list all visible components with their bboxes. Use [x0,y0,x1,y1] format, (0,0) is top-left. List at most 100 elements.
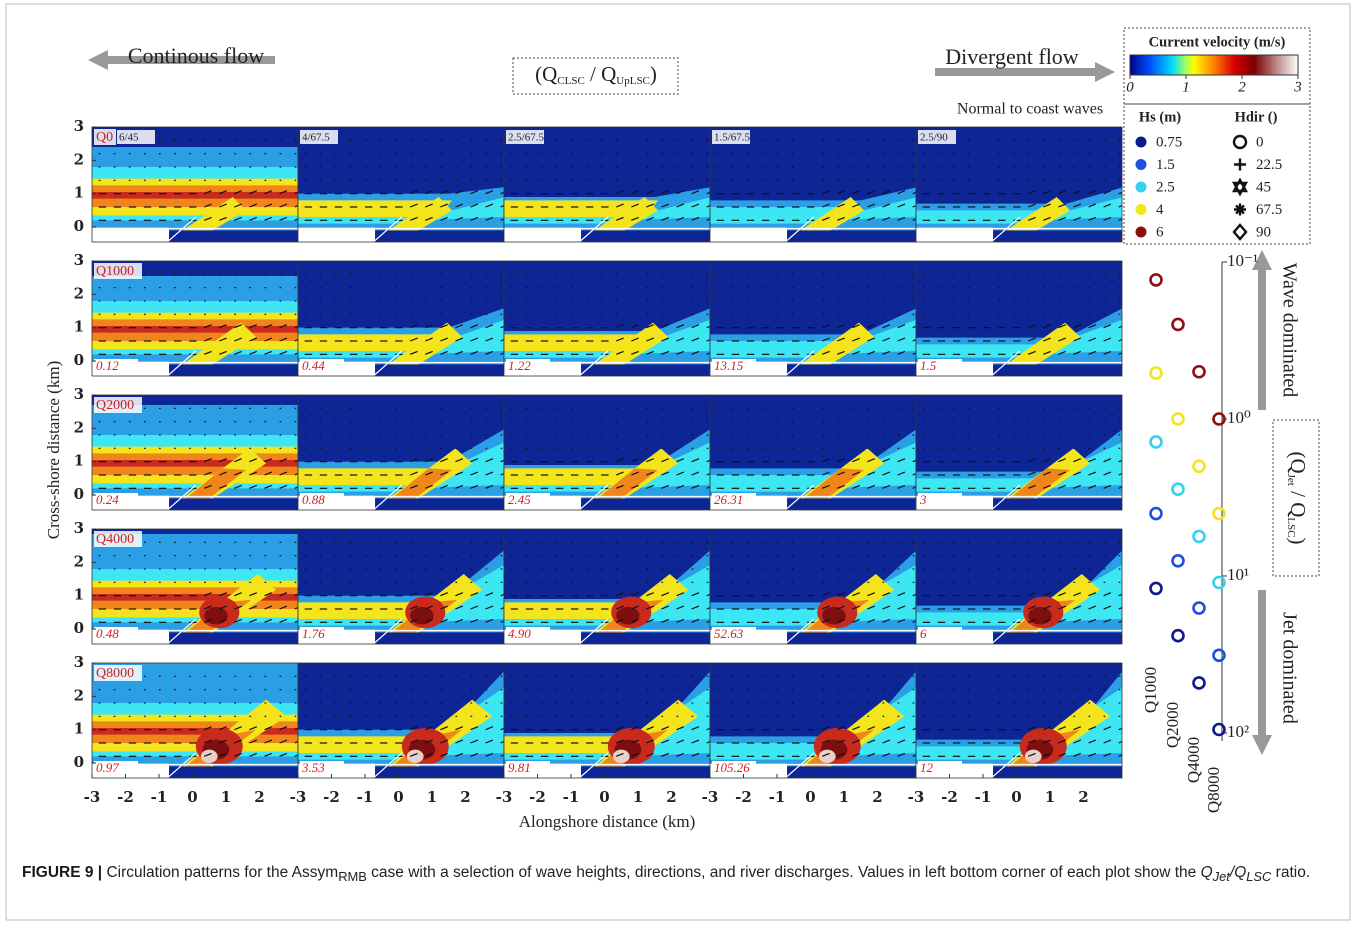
vector [294,339,298,342]
vector [249,739,258,744]
label-bg [918,359,962,374]
vector [500,352,504,355]
vector [294,325,298,329]
vector [425,752,433,757]
vector [1058,739,1066,744]
vector [912,607,916,610]
column-label: 6/45 [119,132,139,144]
y-tick-label: 0 [74,619,84,637]
arrow-down [1252,590,1272,755]
vector [485,605,494,610]
field [822,606,846,625]
vector [264,337,273,342]
vector [1073,337,1082,342]
vector [409,484,418,489]
left-title: Continous flow [128,43,264,68]
panel [504,127,710,242]
vector [234,484,242,489]
point [1149,581,1163,596]
vector [279,337,288,342]
vector [1118,325,1122,329]
vector [219,618,227,623]
vector [279,471,288,476]
vector [867,337,876,342]
vector [691,618,700,623]
vector [1027,726,1036,731]
field [1006,197,1071,231]
vector [867,618,876,623]
vector [1027,350,1036,355]
vector [234,216,242,221]
vector [631,739,639,744]
jetty [372,618,403,644]
vector [691,190,700,195]
vector [219,752,227,757]
vector [661,350,670,355]
label-bg [94,263,142,279]
vector [485,337,494,342]
vector [631,726,639,731]
vector [821,592,830,597]
vector [1088,484,1097,489]
vector [1043,337,1051,342]
vector [882,471,891,476]
vector [485,458,494,463]
vector [912,593,916,597]
vector [234,324,242,329]
vector [1118,459,1122,463]
vector [279,203,288,208]
panel [92,663,298,778]
vector [440,203,448,208]
vector [821,471,830,476]
vector [1073,216,1082,221]
field [800,197,865,231]
y-tick-label: 1 [74,318,84,336]
vector [897,458,906,463]
x-tick-label: -2 [117,788,134,806]
x-tick-label: -1 [769,788,786,806]
vector [631,618,639,623]
vector [882,216,891,221]
vector [706,593,710,597]
vector [470,216,479,221]
vector [485,324,494,329]
vector [455,739,464,744]
vector [615,350,624,355]
vector [1118,473,1122,476]
vector [249,618,258,623]
y-tick-label: 10⁻¹ [1227,251,1258,270]
colorbar-tick-label: 3 [1293,79,1302,95]
vector [852,216,860,221]
vector [249,605,258,610]
vector [470,324,479,329]
y-tick-label: 10² [1227,722,1249,741]
panel [298,663,504,778]
vector [219,216,227,221]
vector [852,190,860,195]
vector [500,741,504,744]
legend-label: 1.5 [1156,157,1175,173]
vector [897,484,906,489]
vector [837,350,845,355]
vector [912,754,916,757]
category-label: Q2000 [1163,702,1182,748]
vector [852,203,860,208]
field [916,442,1122,492]
vector [867,484,876,489]
panel [298,395,504,510]
legend-swatch [1135,226,1147,238]
ratio-label: 13.15 [714,358,744,373]
y-tick-label: 2 [74,552,84,570]
vector [897,726,906,731]
vector [425,203,433,208]
vector [1103,216,1112,221]
vector [706,339,710,342]
label-bg [300,761,344,776]
label-bg [94,493,138,508]
point [1149,506,1163,521]
vector [470,190,479,195]
vector [661,458,670,463]
vector [897,337,906,342]
point [1212,648,1226,663]
vector [882,618,891,623]
